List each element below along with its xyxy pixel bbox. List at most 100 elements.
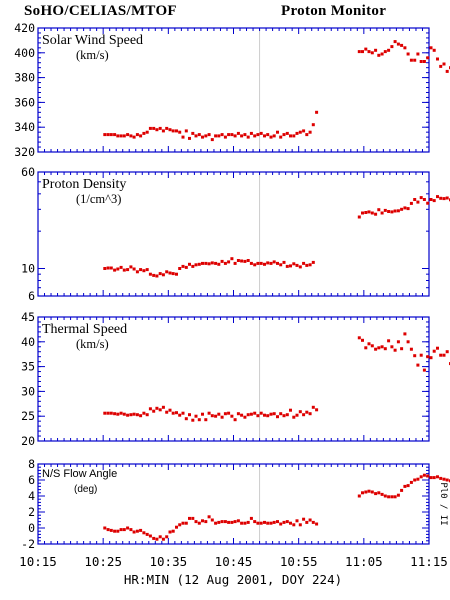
data-point bbox=[295, 263, 299, 267]
data-point bbox=[142, 269, 146, 273]
data-point bbox=[269, 521, 273, 525]
data-point bbox=[357, 50, 361, 54]
data-point bbox=[220, 133, 224, 137]
data-point bbox=[253, 263, 257, 267]
data-point bbox=[207, 133, 211, 137]
data-point bbox=[361, 50, 364, 54]
data-point bbox=[243, 133, 247, 137]
data-point bbox=[393, 348, 397, 352]
data-point bbox=[175, 525, 178, 529]
data-point bbox=[380, 345, 384, 349]
data-point bbox=[416, 477, 420, 481]
data-point bbox=[109, 411, 113, 415]
data-point bbox=[122, 134, 126, 138]
y-tick-label: 60 bbox=[21, 165, 35, 179]
data-point bbox=[256, 414, 260, 418]
data-point bbox=[436, 346, 439, 350]
data-point bbox=[305, 263, 309, 267]
data-point bbox=[145, 532, 149, 536]
data-point bbox=[263, 520, 266, 524]
data-point bbox=[191, 131, 195, 135]
data-point bbox=[116, 412, 120, 416]
data-point bbox=[161, 273, 165, 277]
data-point bbox=[135, 270, 139, 274]
data-point bbox=[445, 196, 449, 200]
data-point bbox=[116, 529, 120, 533]
data-point bbox=[161, 537, 165, 541]
data-point bbox=[409, 58, 413, 62]
panel-unit: (deg) bbox=[74, 484, 97, 495]
data-point bbox=[240, 413, 244, 417]
data-point bbox=[292, 523, 296, 527]
data-point bbox=[383, 50, 387, 54]
data-point bbox=[178, 413, 182, 417]
data-point bbox=[361, 211, 364, 215]
data-point bbox=[220, 520, 224, 524]
data-point bbox=[393, 209, 397, 213]
y-tick-label: 0 bbox=[28, 521, 35, 535]
x-tick-label: 11:05 bbox=[345, 554, 383, 569]
data-point bbox=[106, 411, 110, 415]
data-point bbox=[403, 332, 407, 336]
data-point bbox=[419, 60, 423, 63]
data-point bbox=[194, 134, 198, 138]
data-point bbox=[119, 411, 123, 415]
data-point bbox=[292, 415, 296, 419]
data-point bbox=[223, 520, 227, 524]
data-point bbox=[188, 136, 191, 140]
data-point bbox=[419, 353, 423, 357]
data-point bbox=[194, 263, 198, 267]
y-tick-label: 380 bbox=[14, 71, 35, 85]
data-point bbox=[285, 131, 289, 135]
data-point bbox=[439, 64, 443, 68]
data-point bbox=[367, 210, 371, 214]
data-point bbox=[129, 413, 133, 417]
data-point bbox=[116, 267, 120, 271]
data-point bbox=[122, 528, 126, 532]
data-point bbox=[442, 353, 446, 357]
data-point bbox=[126, 526, 130, 530]
data-point bbox=[148, 272, 152, 276]
data-point bbox=[272, 412, 276, 416]
data-point bbox=[298, 523, 302, 527]
x-tick-label: 10:45 bbox=[215, 554, 253, 569]
y-tick-label: 360 bbox=[14, 95, 35, 109]
data-point bbox=[289, 521, 292, 525]
data-point bbox=[285, 520, 289, 524]
data-point bbox=[230, 133, 234, 137]
data-point bbox=[135, 529, 139, 533]
data-point bbox=[256, 521, 260, 525]
data-point bbox=[109, 133, 113, 137]
data-point bbox=[109, 266, 113, 270]
data-point bbox=[409, 347, 413, 351]
data-point bbox=[374, 48, 378, 52]
data-point bbox=[233, 134, 237, 138]
data-point bbox=[240, 134, 244, 138]
data-point bbox=[276, 520, 279, 524]
data-point bbox=[377, 208, 381, 212]
data-point bbox=[191, 264, 195, 268]
data-point bbox=[282, 260, 286, 264]
data-point bbox=[432, 199, 436, 203]
data-point bbox=[292, 262, 296, 266]
data-point bbox=[259, 131, 263, 135]
data-point bbox=[142, 131, 146, 135]
data-point bbox=[214, 261, 218, 265]
data-point bbox=[171, 411, 175, 415]
data-point bbox=[403, 484, 407, 488]
data-point bbox=[233, 520, 237, 524]
data-point bbox=[253, 411, 257, 415]
data-point bbox=[246, 520, 250, 524]
data-point bbox=[210, 261, 214, 265]
data-point bbox=[103, 411, 107, 415]
data-point bbox=[158, 126, 162, 130]
data-point bbox=[152, 273, 156, 277]
data-point bbox=[406, 340, 410, 344]
x-tick-label: 11:15 bbox=[410, 554, 448, 569]
data-point bbox=[432, 349, 436, 353]
data-point bbox=[249, 131, 253, 135]
data-point bbox=[279, 135, 283, 139]
data-point bbox=[370, 51, 374, 55]
data-point bbox=[129, 265, 133, 269]
data-point bbox=[165, 270, 169, 274]
